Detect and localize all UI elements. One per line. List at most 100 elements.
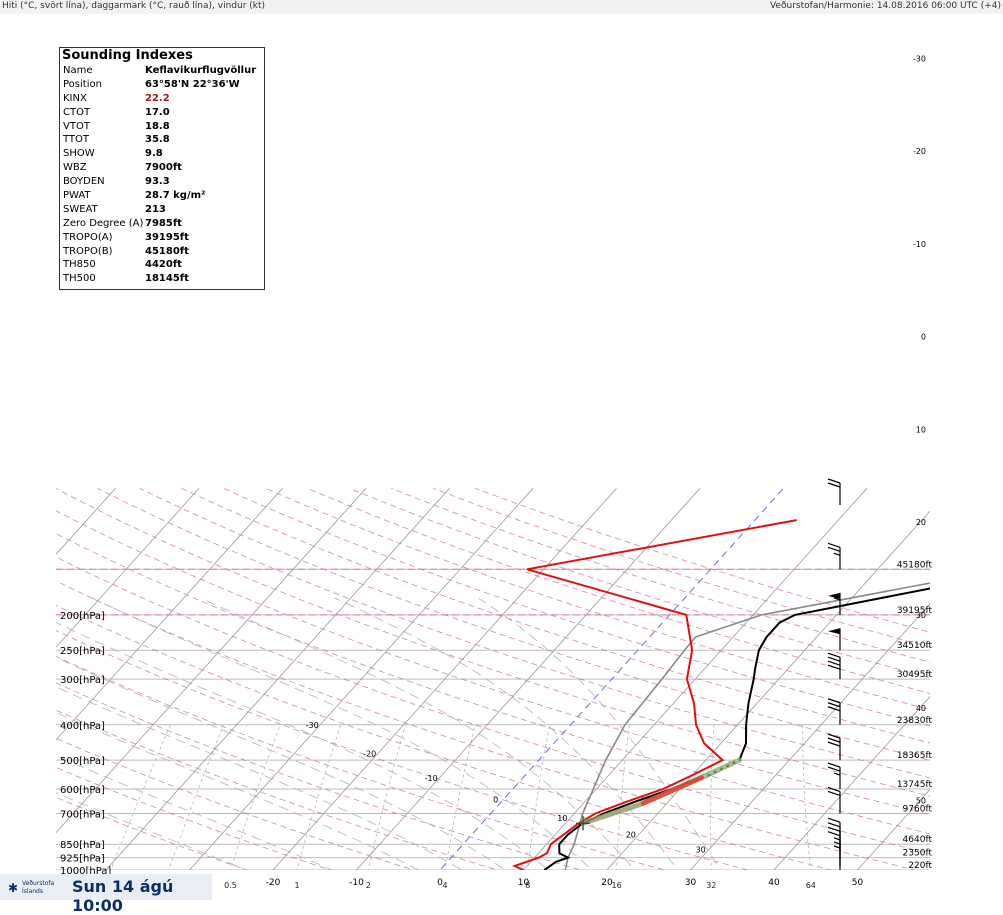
- index-value: 39195ft: [145, 231, 189, 245]
- index-key: Position: [63, 78, 102, 92]
- index-row: Name Keflavikurflugvöllur: [60, 64, 264, 78]
- barb-flag: [828, 791, 840, 795]
- index-key: Zero Degree (A): [63, 217, 143, 231]
- dry-adiabat: [433, 488, 1003, 877]
- pressure-tick-label: 700[hPa]: [60, 810, 105, 821]
- x-tick-label: -10: [349, 878, 364, 888]
- isotherm-line: [99, 488, 450, 877]
- barb-flag: [828, 763, 840, 767]
- barb-half-flag: [834, 553, 840, 555]
- profile-group: [515, 520, 1003, 870]
- index-key: PWAT: [63, 189, 91, 203]
- cape-highlight: [641, 777, 703, 804]
- isotherm-label: 20: [626, 831, 636, 840]
- valid-time: Sun 14 ágú 10:00: [72, 877, 212, 915]
- altitude-label: 30495ft: [897, 670, 933, 680]
- wind-barb: [828, 593, 840, 615]
- logo-text-line1: Veðurstofa: [22, 880, 54, 887]
- isotherm-label: -20: [363, 750, 376, 759]
- wind-barb: [828, 628, 840, 650]
- wind-barb: [828, 787, 840, 813]
- index-key: BOYDEN: [63, 175, 105, 189]
- pressure-tick-label: 600[hPa]: [60, 785, 105, 796]
- mixing-ratio-label: 8: [525, 881, 530, 890]
- dry-adiabat: [140, 488, 1003, 877]
- index-row: SWEAT 213: [60, 203, 264, 217]
- isotherm-line: [851, 488, 1003, 877]
- index-key: TROPO(A): [63, 231, 112, 245]
- index-value: 35.8: [145, 133, 170, 147]
- wind-barb: [828, 763, 840, 789]
- dry-adiabat: [98, 488, 1003, 877]
- clipped-grid: [0, 488, 1003, 877]
- barb-flag: [828, 665, 840, 669]
- altitude-label: 9760ft: [903, 805, 933, 815]
- vedurstofa-logo: ✱ Veðurstofa Íslands: [8, 879, 68, 897]
- snowflake-icon: ✱: [8, 881, 18, 895]
- index-value: 9.8: [145, 147, 163, 161]
- dry-adiabat: [349, 488, 1003, 877]
- index-key: TH850: [63, 258, 96, 272]
- index-value: 45180ft: [145, 245, 189, 259]
- mixing-ratio-label: 1: [294, 881, 299, 890]
- altitude-label: 13745ft: [897, 780, 933, 790]
- index-value: 7900ft: [145, 161, 182, 175]
- pressure-tick-label: 500[hPa]: [60, 756, 105, 767]
- dry-adiabat: [0, 488, 1003, 877]
- dry-adiabat: [0, 488, 1003, 877]
- mixing-ratio-label: 16: [612, 881, 622, 890]
- isotherm-edge-label: 30: [916, 611, 926, 620]
- panel-title: Sounding Indexes: [60, 48, 264, 64]
- chart-profiles: [515, 520, 1003, 870]
- index-key: TTOT: [63, 133, 89, 147]
- mixing-ratio-label: 64: [806, 881, 816, 890]
- mixing-ratio-label: 32: [706, 881, 716, 890]
- isotherm-edge-label: -20: [913, 147, 926, 156]
- barb-flag: [828, 479, 840, 483]
- index-row: TROPO(A) 39195ft: [60, 231, 264, 245]
- wind-barb: [828, 734, 840, 760]
- chart-grid: [0, 488, 1003, 877]
- altitude-label: 23830ft: [897, 716, 933, 726]
- mixing-ratio-line: [228, 725, 280, 878]
- barb-flag: [828, 818, 840, 822]
- moist-adiabat: [0, 598, 475, 878]
- index-key: CTOT: [63, 106, 90, 120]
- index-value: 213: [145, 203, 166, 217]
- index-key: SWEAT: [63, 203, 98, 217]
- pressure-tick-label: 300[hPa]: [60, 675, 105, 686]
- barb-flag: [828, 543, 840, 547]
- index-value: 22.2: [145, 92, 170, 106]
- index-key: Name: [63, 64, 93, 78]
- barb-flag: [828, 657, 840, 661]
- index-value: 18.8: [145, 120, 170, 134]
- isotherm-edge-label: 50: [916, 797, 926, 806]
- index-value: 18145ft: [145, 272, 189, 286]
- altitude-label: 18365ft: [897, 751, 933, 761]
- index-key: WBZ: [63, 161, 87, 175]
- index-value: Keflavikurflugvöllur: [145, 64, 256, 78]
- mixing-ratio-label: 2: [366, 881, 371, 890]
- pressure-tick-label: 200[hPa]: [60, 611, 105, 622]
- barb-half-flag: [834, 842, 840, 844]
- sounding-indexes-panel: Sounding Indexes Name Keflavikurflugvöllu…: [59, 47, 265, 290]
- dry-adiabat: [14, 488, 1003, 877]
- zero-isotherm: [433, 488, 784, 877]
- barb-flag: [828, 661, 840, 665]
- moist-adiabat: [92, 598, 600, 878]
- barb-half-flag: [834, 773, 840, 775]
- altitude-label: 220ft: [908, 861, 932, 871]
- mixing-ratio-label: 0.5: [224, 881, 237, 890]
- barb-flag: [828, 547, 840, 551]
- index-value: 4420ft: [145, 258, 182, 272]
- isotherm-line: [0, 488, 32, 877]
- x-tick-label: 50: [852, 878, 864, 888]
- isotherm-line: [767, 488, 1003, 877]
